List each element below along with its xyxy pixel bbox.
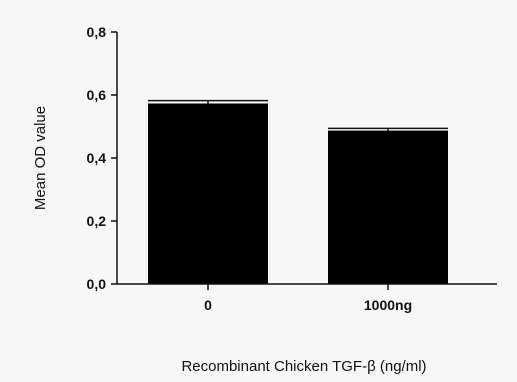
- bars-group: [148, 103, 448, 284]
- x-axis-title: Recombinant Chicken TGF-β (ng/ml): [181, 358, 426, 375]
- y-ticks-group: 0,0 0,2 0,4 0,6 0,8: [87, 24, 117, 292]
- bar: [148, 103, 268, 284]
- y-tick-label: 0,2: [87, 213, 107, 229]
- y-tick-label: 0,8: [87, 24, 107, 40]
- y-tick-label: 0,6: [87, 87, 107, 103]
- x-ticks-group: 0 1000ng: [204, 284, 412, 313]
- x-tick-label: 1000ng: [364, 297, 412, 313]
- error-bars-group: [148, 99, 448, 131]
- x-tick-label: 0: [204, 297, 212, 313]
- y-axis-title: Mean OD value: [32, 106, 49, 210]
- y-tick-label: 0,0: [87, 276, 107, 292]
- bar: [328, 130, 448, 284]
- y-tick-label: 0,4: [87, 150, 107, 166]
